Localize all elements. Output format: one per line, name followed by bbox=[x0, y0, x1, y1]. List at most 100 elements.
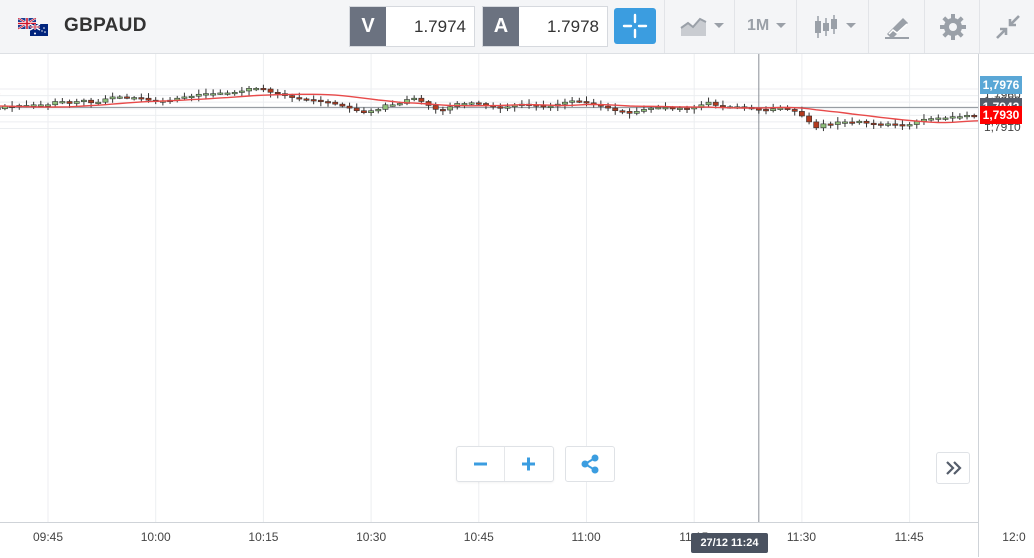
time-tick-label: 12:0 bbox=[1002, 530, 1025, 544]
candle-body bbox=[196, 94, 201, 96]
candle-body bbox=[232, 92, 237, 94]
candle-body bbox=[146, 98, 151, 100]
candle-body bbox=[447, 107, 452, 110]
drawing-tools-button[interactable] bbox=[868, 0, 925, 53]
chevron-down-icon bbox=[775, 22, 787, 30]
candle-body bbox=[96, 102, 101, 104]
timeframe-dropdown[interactable]: 1M bbox=[734, 0, 797, 53]
candle-body bbox=[67, 102, 72, 104]
candle-body bbox=[756, 109, 761, 111]
time-tick-label: 10:00 bbox=[141, 530, 171, 544]
pencil-chart-icon bbox=[883, 14, 911, 40]
candle-body bbox=[433, 105, 438, 109]
chevron-down-icon bbox=[713, 22, 725, 30]
time-tick-label: 11:30 bbox=[787, 530, 816, 544]
candle-body bbox=[656, 107, 661, 109]
candle-body bbox=[878, 124, 883, 126]
collapse-button[interactable] bbox=[979, 0, 1034, 53]
candle-body bbox=[806, 116, 811, 122]
candle-body bbox=[950, 117, 955, 119]
candle-body bbox=[268, 89, 273, 92]
candle-body bbox=[706, 102, 711, 105]
share-icon bbox=[566, 447, 614, 481]
buy-price: 1.7978 bbox=[547, 7, 599, 46]
double-chevron-right-icon bbox=[937, 453, 969, 483]
candle-body bbox=[383, 105, 388, 110]
candle-body bbox=[857, 121, 862, 123]
area-chart-icon bbox=[679, 14, 709, 40]
candle-body bbox=[124, 97, 129, 99]
zoom-in-button[interactable] bbox=[505, 447, 552, 481]
candle-body bbox=[412, 98, 417, 100]
candle-body bbox=[498, 107, 503, 109]
candle-body bbox=[354, 108, 359, 111]
crosshair-time-label: 27/12 11:24 bbox=[691, 533, 768, 553]
candle-body bbox=[333, 102, 338, 104]
candle-body bbox=[239, 91, 244, 93]
time-tick-label: 11:45 bbox=[895, 530, 924, 544]
candle-style-dropdown[interactable] bbox=[796, 0, 869, 53]
candle-body bbox=[318, 100, 323, 102]
candle-body bbox=[340, 104, 345, 106]
candle-body bbox=[38, 105, 43, 107]
candle-body bbox=[397, 103, 402, 105]
candle-body bbox=[53, 102, 58, 105]
candle-body bbox=[799, 111, 804, 116]
time-tick-label: 09:45 bbox=[33, 530, 63, 544]
sell-tag: V bbox=[350, 7, 386, 46]
candle-body bbox=[325, 102, 330, 104]
zoom-out-button[interactable] bbox=[457, 447, 505, 481]
candle-body bbox=[828, 124, 833, 126]
settings-button[interactable] bbox=[924, 0, 980, 53]
plus-icon bbox=[505, 447, 552, 481]
candle-body bbox=[440, 109, 445, 111]
candle-body bbox=[81, 100, 86, 102]
candle-body bbox=[290, 96, 295, 98]
candle-body bbox=[936, 118, 941, 120]
candle-body bbox=[778, 108, 783, 110]
share-button[interactable] bbox=[565, 446, 615, 482]
candle-body bbox=[103, 99, 108, 102]
buy-price-button[interactable]: A 1.7978 bbox=[482, 6, 608, 47]
candle-body bbox=[347, 106, 352, 108]
candle-body bbox=[275, 92, 280, 94]
candle-body bbox=[261, 88, 266, 90]
candle-body bbox=[476, 103, 481, 105]
candle-body bbox=[74, 102, 79, 104]
candle-body bbox=[972, 115, 977, 117]
candle-body bbox=[785, 108, 790, 110]
candle-body bbox=[864, 121, 869, 123]
candle-body bbox=[885, 124, 890, 126]
timeframe-label: 1M bbox=[747, 17, 769, 35]
candle-body bbox=[835, 122, 840, 125]
candle-body bbox=[505, 107, 510, 109]
candle-body bbox=[900, 125, 905, 127]
candle-body bbox=[871, 123, 876, 125]
candle-body bbox=[771, 109, 776, 111]
scroll-to-latest-button[interactable] bbox=[936, 452, 970, 484]
time-tick-label: 11:00 bbox=[572, 530, 601, 544]
candlestick-icon bbox=[813, 14, 839, 40]
candle-body bbox=[311, 100, 316, 102]
time-tick-label: 10:45 bbox=[464, 530, 494, 544]
candle-body bbox=[964, 115, 969, 117]
crosshair-button[interactable] bbox=[614, 8, 656, 44]
moving-average-line bbox=[0, 93, 978, 122]
candle-body bbox=[677, 108, 682, 110]
candle-body bbox=[211, 94, 216, 96]
candle-body bbox=[929, 119, 934, 121]
chart-type-dropdown[interactable] bbox=[664, 0, 735, 53]
top-toolbar: GBPAUD V 1.7974 A 1.7978 1M bbox=[0, 0, 1034, 54]
candle-body bbox=[189, 96, 194, 98]
candle-body bbox=[548, 106, 553, 108]
candle-body bbox=[627, 111, 632, 113]
candle-body bbox=[907, 125, 912, 127]
sell-price-button[interactable]: V 1.7974 bbox=[349, 6, 475, 47]
candle-body bbox=[957, 117, 962, 119]
candle-body bbox=[613, 108, 618, 111]
candle-body bbox=[88, 100, 93, 103]
candle-body bbox=[390, 105, 395, 107]
candle-body bbox=[203, 94, 208, 96]
candle-body bbox=[110, 97, 115, 99]
zoom-controls bbox=[456, 446, 554, 482]
